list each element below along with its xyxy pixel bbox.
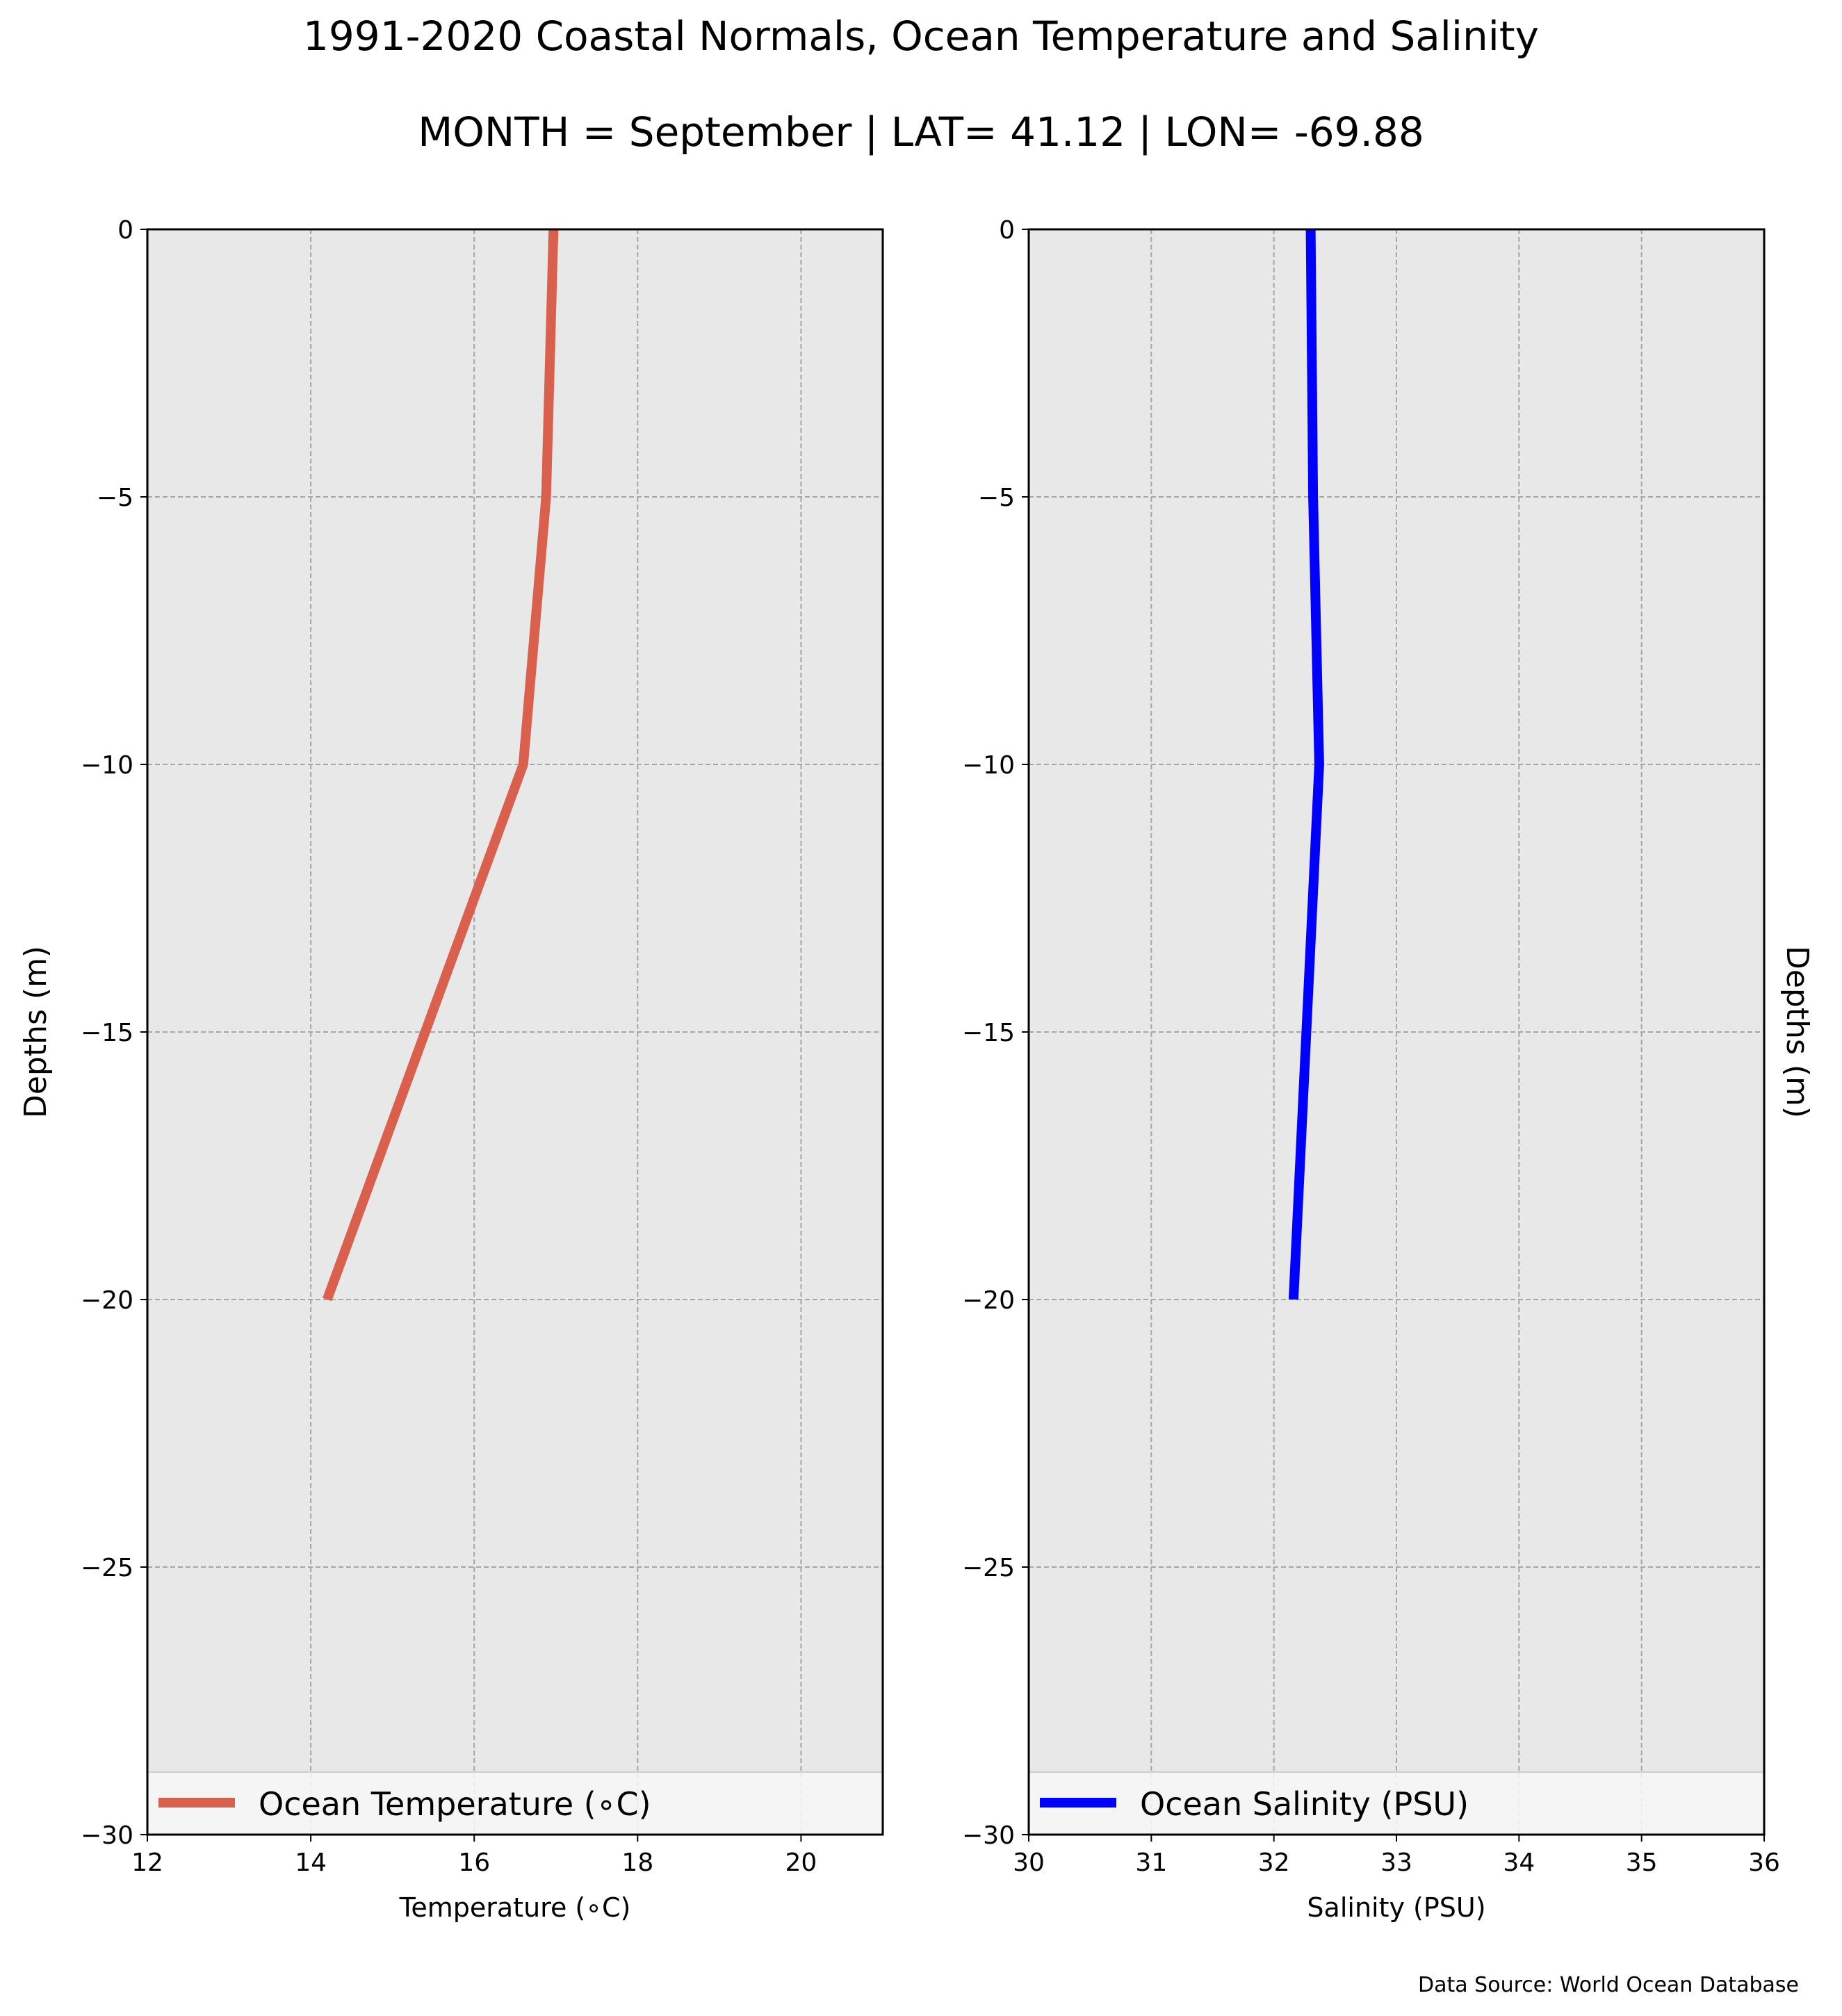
salinity-x-tick-label: 33	[1380, 1849, 1412, 1877]
salinity-y-tick-label: −5	[978, 484, 1015, 512]
salinity-y-tick-label: −30	[962, 1821, 1015, 1850]
salinity-y-axis-label: Depths (m)	[1779, 946, 1815, 1118]
temperature-y-tick-label: −20	[81, 1286, 133, 1315]
temperature-y-tick-label: −30	[81, 1821, 133, 1850]
temperature-legend: Ocean Temperature (∘C)	[147, 1771, 883, 1835]
temperature-series-line	[323, 229, 559, 1302]
data-source-note: Data Source: World Ocean Database	[1418, 1973, 1799, 1997]
temperature-x-tick-label: 12	[131, 1849, 163, 1877]
figure-title: 1991-2020 Coastal Normals, Ocean Tempera…	[303, 13, 1539, 60]
temperature-y-tick-label: −5	[97, 484, 133, 512]
temperature-x-tick-label: 14	[295, 1849, 327, 1877]
salinity-x-tick-label: 32	[1258, 1849, 1290, 1877]
salinity-grid	[1029, 229, 1764, 1835]
temperature-legend-label: Ocean Temperature (∘C)	[259, 1785, 651, 1823]
temperature-x-tick-label: 18	[621, 1849, 653, 1877]
temperature-grid	[147, 229, 883, 1835]
figure-subtitle: MONTH = September | LAT= 41.12 | LON= -6…	[418, 108, 1424, 156]
temperature-y-axis-label: Depths (m)	[18, 946, 54, 1118]
salinity-y-tick-label: −15	[962, 1019, 1015, 1047]
temperature-series	[323, 229, 559, 1302]
temperature-x-tick-label: 20	[785, 1849, 817, 1877]
salinity-legend: Ocean Salinity (PSU)	[1028, 1771, 1765, 1835]
temperature-y-tick-label: −10	[81, 751, 133, 780]
temperature-y-tick-label: −25	[81, 1554, 133, 1582]
temperature-y-tick-label: 0	[117, 216, 133, 245]
temperature-y-tick-label: −15	[81, 1019, 133, 1047]
salinity-legend-label: Ocean Salinity (PSU)	[1140, 1785, 1469, 1823]
temperature-ticks: 12 14 16 18 20 0 −5 −10 −15 −20 −25 −30	[81, 216, 817, 1877]
salinity-x-tick-label: 35	[1626, 1849, 1658, 1877]
salinity-series-line	[1288, 229, 1324, 1300]
salinity-x-tick-label: 34	[1503, 1849, 1535, 1877]
temperature-x-tick-label: 16	[458, 1849, 490, 1877]
salinity-x-axis-label: Salinity (PSU)	[1307, 1892, 1485, 1923]
salinity-y-tick-label: −20	[962, 1286, 1015, 1315]
salinity-series	[1288, 229, 1324, 1300]
salinity-y-tick-label: −25	[962, 1554, 1015, 1582]
salinity-x-tick-label: 36	[1748, 1849, 1780, 1877]
salinity-y-tick-label: −10	[962, 751, 1015, 780]
salinity-y-tick-label: 0	[999, 216, 1015, 245]
salinity-x-tick-label: 30	[1013, 1849, 1045, 1877]
salinity-panel: Ocean Salinity (PSU) 30 31 32 33 34 35 36 0 −5 −1…	[962, 216, 1815, 1923]
temperature-panel: Ocean Temperature (∘C) 12 14 16 18 20 0 −5 −10 −…	[18, 216, 884, 1923]
salinity-ticks: 30 31 32 33 34 35 36 0 −5 −10 −15 −20 −25 −30	[962, 216, 1780, 1877]
temperature-x-axis-label: Temperature (∘C)	[399, 1892, 631, 1923]
salinity-x-tick-label: 31	[1135, 1849, 1167, 1877]
